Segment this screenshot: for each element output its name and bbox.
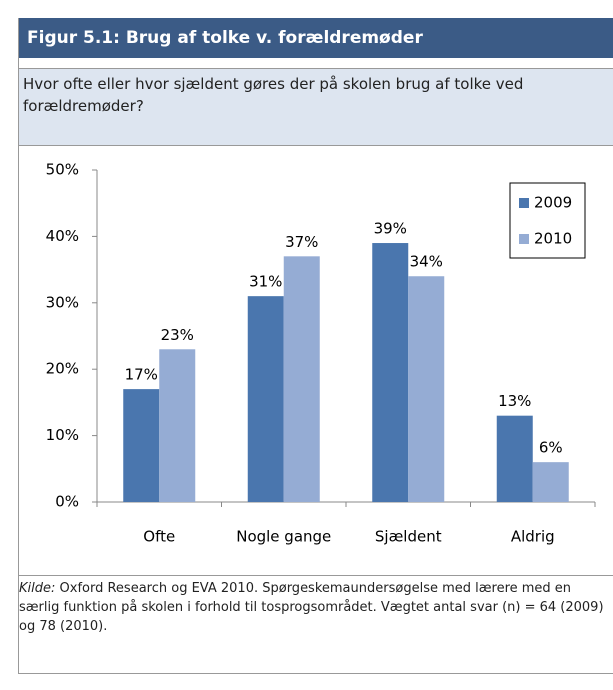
data-label: 31% (249, 273, 282, 291)
source-text: Oxford Research og EVA 2010. Spørgeskema… (19, 581, 604, 634)
source-label: Kilde: (19, 581, 56, 596)
data-label: 17% (125, 366, 158, 384)
legend-label: 2009 (534, 194, 572, 212)
source-note: Kilde: Oxford Research og EVA 2010. Spør… (19, 575, 613, 636)
figure-title: Figur 5.1: Brug af tolke v. forældremøde… (19, 18, 613, 58)
data-label: 39% (374, 220, 407, 238)
bar (123, 389, 160, 502)
y-tick-label: 40% (46, 227, 79, 245)
y-tick-label: 30% (46, 293, 79, 311)
figure-box: Figur 5.1: Brug af tolke v. forældremøde… (18, 18, 613, 674)
y-tick-label: 50% (46, 161, 79, 179)
legend-swatch (519, 234, 529, 244)
x-tick-label: Sjældent (375, 528, 442, 546)
bar (532, 462, 569, 502)
bar (496, 415, 533, 502)
x-tick-label: Nogle gange (236, 528, 331, 546)
bar (372, 243, 409, 503)
legend-label: 2010 (534, 230, 572, 248)
bar (283, 256, 320, 502)
y-tick-label: 0% (55, 493, 79, 511)
question: Hvor ofte eller hvor sjældent gøres der … (19, 68, 613, 146)
y-tick-label: 20% (46, 360, 79, 378)
data-label: 37% (285, 233, 318, 251)
legend-box (509, 182, 586, 259)
bar (247, 296, 284, 502)
data-label: 6% (539, 439, 563, 457)
data-label: 13% (498, 392, 531, 410)
data-label: 23% (161, 326, 194, 344)
bar (159, 349, 196, 502)
bar (408, 276, 445, 502)
x-tick-label: Ofte (143, 528, 175, 546)
data-label: 34% (410, 253, 443, 271)
legend-swatch (519, 198, 529, 208)
y-tick-label: 10% (46, 426, 79, 444)
x-tick-label: Aldrig (511, 528, 555, 546)
